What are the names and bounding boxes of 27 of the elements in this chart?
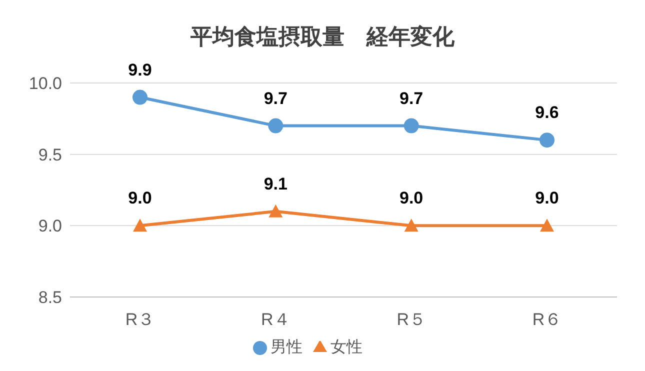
data-label: 9.0: [535, 188, 559, 208]
y-tick-label: 8.5: [38, 288, 62, 308]
point: [133, 218, 147, 232]
point: [540, 218, 554, 232]
point: [132, 90, 148, 105]
point: [404, 118, 419, 134]
point: [268, 204, 283, 218]
legend-label: 男性: [270, 339, 302, 356]
data-label: 9.9: [128, 60, 152, 80]
data-label: 9.0: [128, 188, 152, 208]
x-tick-label: R５: [396, 310, 426, 330]
data-label: 9.7: [400, 88, 424, 108]
chart-title: 平均食塩摂取量 経年変化: [190, 23, 456, 51]
point: [268, 118, 284, 134]
y-tick-label: 10.0: [28, 74, 62, 94]
y-tick-label: 9.0: [38, 216, 62, 236]
point: [404, 218, 418, 232]
data-label: 9.6: [535, 103, 559, 122]
legend-label: 女性: [330, 339, 362, 356]
x-tick-label: R３: [125, 310, 155, 330]
y-tick-label: 9.5: [38, 145, 62, 164]
data-label: 9.1: [264, 174, 288, 194]
x-tick-label: R６: [532, 310, 562, 330]
point: [540, 132, 554, 148]
x-tick-label: R４: [261, 310, 290, 330]
data-label: 9.0: [400, 188, 424, 208]
data-label: 9.7: [264, 88, 288, 108]
